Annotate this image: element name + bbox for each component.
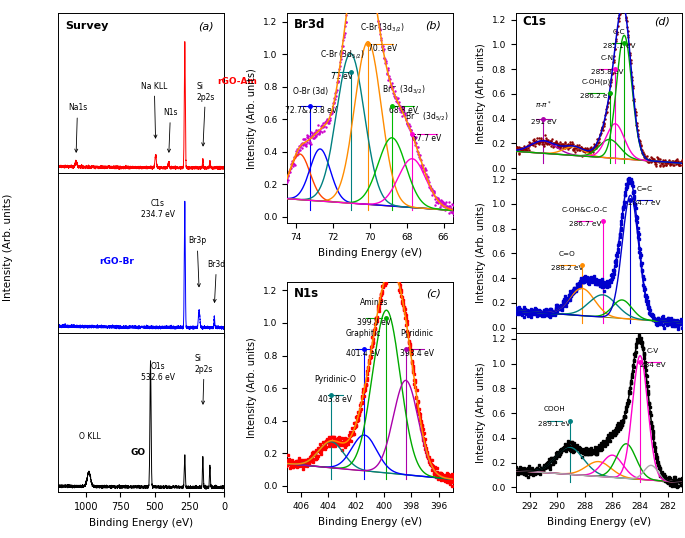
Text: (a): (a) [199,22,214,31]
Text: N1s: N1s [294,287,319,300]
Text: Pyridinic: Pyridinic [400,329,434,338]
Text: 401.4 eV: 401.4 eV [346,349,380,358]
Text: 284.7 eV: 284.7 eV [628,200,660,206]
Text: C=O: C=O [558,251,575,257]
Text: Br3d: Br3d [294,18,325,31]
Text: Na KLL: Na KLL [141,82,168,138]
Text: Pyridinic-O: Pyridinic-O [314,375,356,384]
Text: 285.1 eV: 285.1 eV [603,43,636,49]
X-axis label: Binding Energy (eV): Binding Energy (eV) [89,518,193,528]
Text: Br$^-$ (3d$_{5/2}$): Br$^-$ (3d$_{5/2}$) [406,110,449,123]
Text: rGO-Br: rGO-Br [100,257,134,266]
Text: (c): (c) [426,289,441,299]
Text: O1s
532.6 eV: O1s 532.6 eV [140,362,175,381]
Text: Intensity (Arb. units): Intensity (Arb. units) [3,194,14,301]
Text: Graphitic: Graphitic [345,329,381,338]
Text: O-Br (3d): O-Br (3d) [293,87,329,96]
Text: 285.8 eV: 285.8 eV [590,69,623,75]
Text: C-N: C-N [601,55,614,61]
Y-axis label: Intensity (Arb. units): Intensity (Arb. units) [247,337,258,437]
Text: 291 eV: 291 eV [531,118,556,125]
Text: C-V: C-V [647,348,659,355]
Text: $\pi$-$\pi^*$: $\pi$-$\pi^*$ [535,100,552,111]
Text: Si
2p2s: Si 2p2s [197,82,215,146]
Y-axis label: Intensity (Arb. units): Intensity (Arb. units) [247,68,258,169]
Text: 403.8 eV: 403.8 eV [319,394,352,404]
Text: 71 eV: 71 eV [332,72,353,81]
Text: Br3p: Br3p [188,237,206,287]
Text: (b): (b) [425,20,441,30]
Text: 399.8 eV: 399.8 eV [357,318,391,327]
Text: (d): (d) [654,17,670,26]
Text: 70.1 eV: 70.1 eV [369,44,397,53]
Text: 72.7&73.8 eV: 72.7&73.8 eV [285,106,337,115]
Text: C=C: C=C [636,186,652,192]
Text: 286.7 eV: 286.7 eV [569,221,601,228]
Y-axis label: Intensity (Arb. units): Intensity (Arb. units) [476,202,486,303]
Y-axis label: Intensity (Arb. units): Intensity (Arb. units) [476,362,486,463]
Text: C-Br (3d$_{3/2}$): C-Br (3d$_{3/2}$) [360,21,405,34]
Text: Br$^-$ (3d$_{3/2}$): Br$^-$ (3d$_{3/2}$) [382,83,425,96]
Text: 68.8 eV: 68.8 eV [390,106,419,115]
Text: 289.1 eV: 289.1 eV [538,421,571,427]
Text: Br3d: Br3d [208,260,225,302]
Text: 286.2 eV: 286.2 eV [580,93,612,98]
Text: C-Br (3d$_{5/2}$): C-Br (3d$_{5/2}$) [320,48,364,61]
Text: C-OH(p): C-OH(p) [582,78,610,84]
X-axis label: Binding Energy (eV): Binding Energy (eV) [318,516,422,527]
Text: 67.7 eV: 67.7 eV [412,134,442,143]
Text: C-C: C-C [613,29,625,35]
Text: Si
2p2s: Si 2p2s [195,355,213,404]
Text: COOH: COOH [544,407,565,413]
Text: C1s: C1s [523,15,547,27]
Text: 284 eV: 284 eV [640,363,665,369]
Y-axis label: Intensity (Arb. units): Intensity (Arb. units) [476,43,486,144]
X-axis label: Binding Energy (eV): Binding Energy (eV) [318,247,422,258]
Text: 398.4 eV: 398.4 eV [400,349,434,358]
Text: Amines: Amines [360,299,388,308]
Text: C-OH&C-O-C: C-OH&C-O-C [562,207,608,213]
Text: 288.2 eV: 288.2 eV [551,265,583,271]
Text: C1s
234.7 eV: C1s 234.7 eV [140,200,175,219]
Text: rGO-Am: rGO-Am [217,77,257,86]
Text: N1s: N1s [163,108,177,152]
Text: Survey: Survey [65,22,108,31]
Text: O KLL: O KLL [79,432,101,441]
Text: GO: GO [130,448,145,457]
Text: Na1s: Na1s [68,103,87,152]
X-axis label: Binding Energy (eV): Binding Energy (eV) [547,516,651,527]
